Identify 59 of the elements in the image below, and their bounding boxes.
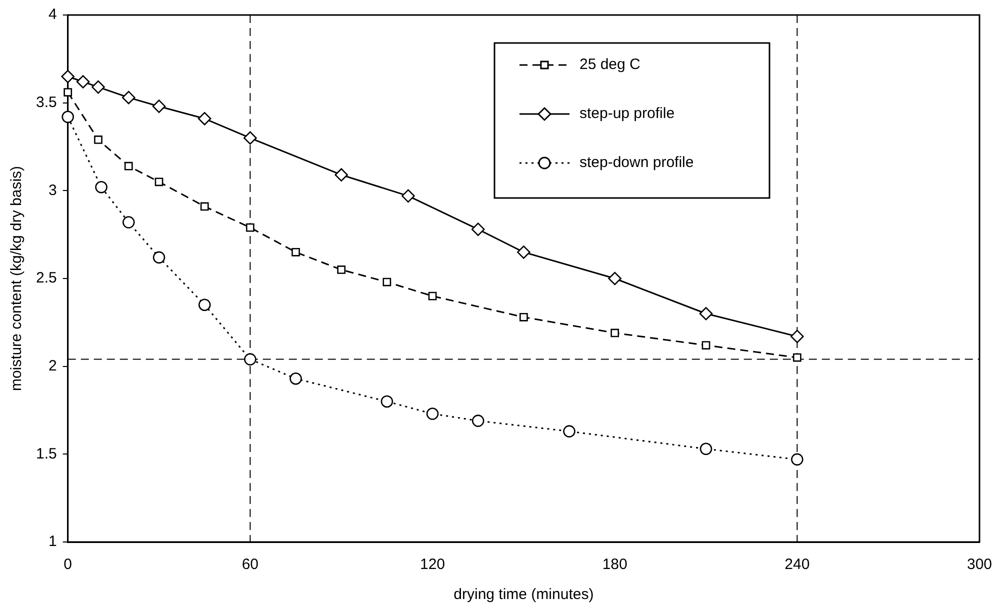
point — [200, 202, 209, 211]
point — [152, 251, 166, 264]
legend-label: 25 deg C — [579, 56, 641, 74]
y-tick-label: 2.5 — [36, 270, 57, 287]
point — [519, 312, 528, 322]
point — [699, 306, 713, 320]
point — [124, 162, 133, 170]
point — [292, 248, 300, 256]
point — [244, 131, 257, 145]
y-tick-label: 2 — [48, 357, 57, 374]
point — [152, 100, 166, 113]
point — [246, 223, 254, 232]
legend-label: step-up profile — [579, 105, 675, 122]
point — [62, 110, 74, 124]
point — [198, 298, 211, 311]
point — [402, 189, 415, 203]
point — [700, 442, 712, 456]
point — [334, 168, 348, 182]
point — [472, 414, 484, 427]
point — [702, 341, 710, 350]
point — [610, 328, 620, 338]
point — [426, 408, 439, 420]
point — [94, 136, 102, 144]
point — [428, 292, 437, 300]
y-tick-label: 1 — [48, 533, 57, 550]
point — [244, 353, 256, 366]
point — [471, 222, 485, 236]
point — [76, 75, 90, 88]
point — [122, 90, 136, 104]
legend-label: step-down profile — [579, 154, 694, 172]
point — [154, 178, 164, 186]
x-tick-label: 120 — [420, 556, 446, 574]
y-tick-label: 3.5 — [36, 94, 57, 111]
point — [517, 246, 530, 259]
x-tick-label: 240 — [784, 556, 810, 574]
point — [95, 181, 108, 194]
point — [380, 395, 394, 408]
x-tick-label: 300 — [966, 556, 992, 574]
point — [122, 216, 135, 228]
point — [792, 353, 802, 362]
point — [92, 80, 105, 94]
point — [608, 272, 622, 286]
x-tick-label: 0 — [64, 556, 72, 574]
point — [61, 70, 74, 84]
point — [337, 266, 346, 274]
point — [198, 112, 212, 126]
y-axis-title: moisture content (kg/kg dry basis) — [8, 166, 26, 392]
point — [790, 330, 804, 344]
y-tick-label: 1.5 — [36, 445, 57, 462]
y-tick-label: 4 — [48, 6, 57, 24]
x-axis-title: drying time (minutes) — [454, 586, 594, 604]
point — [382, 278, 392, 286]
point — [290, 372, 302, 385]
x-tick-label: 60 — [242, 556, 259, 574]
point — [64, 88, 72, 96]
point — [563, 425, 576, 438]
point — [791, 453, 804, 466]
x-tick-label: 180 — [602, 556, 628, 574]
y-tick-label: 3 — [48, 182, 57, 199]
